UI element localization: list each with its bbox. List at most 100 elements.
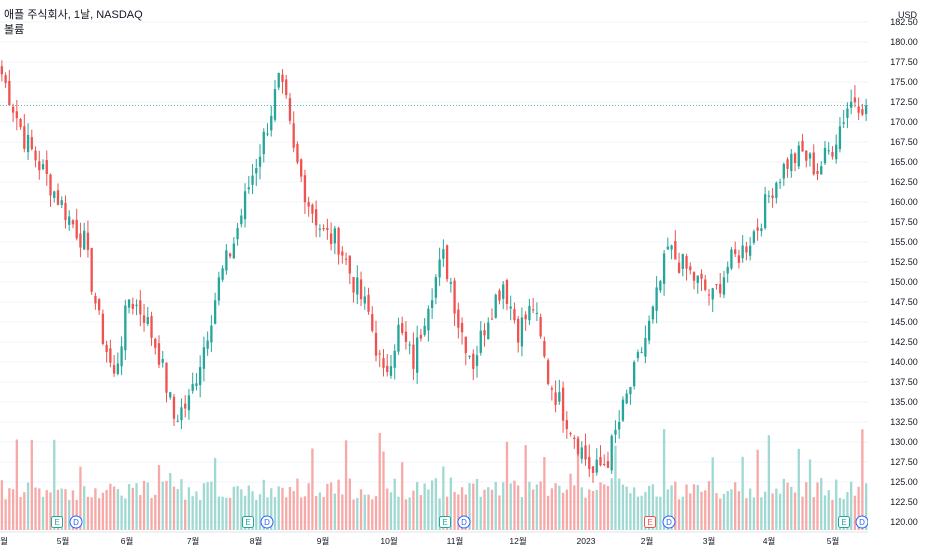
candle-body bbox=[838, 126, 842, 150]
candle-body bbox=[371, 314, 374, 331]
candle-body bbox=[199, 367, 202, 386]
candle-body bbox=[195, 383, 198, 387]
candle-body bbox=[719, 284, 722, 294]
volume-bar bbox=[629, 493, 632, 530]
candle-body bbox=[636, 352, 640, 359]
volume-bar bbox=[610, 478, 613, 530]
candle-body bbox=[573, 437, 576, 440]
candle-body bbox=[116, 363, 120, 374]
candle-body bbox=[228, 253, 232, 257]
candle-body bbox=[550, 388, 554, 390]
candle-body bbox=[71, 220, 75, 225]
candle-body bbox=[285, 79, 288, 96]
candle-body bbox=[513, 309, 516, 321]
candle-body bbox=[610, 435, 613, 471]
candle-body bbox=[449, 282, 452, 284]
volume-bar bbox=[771, 493, 774, 530]
candle-body bbox=[689, 266, 692, 271]
candle-body bbox=[771, 195, 774, 198]
volume-bar bbox=[621, 484, 625, 530]
y-tick-label: 177.50 bbox=[890, 57, 918, 67]
volume-bar bbox=[715, 493, 718, 530]
volume-bar bbox=[202, 483, 206, 530]
candle-body bbox=[363, 296, 366, 304]
candle-body bbox=[124, 305, 127, 351]
candle-body bbox=[543, 341, 546, 357]
volume-bar bbox=[752, 497, 756, 530]
chart-subtitle: 볼륨 bbox=[4, 24, 25, 36]
candle-body bbox=[827, 150, 830, 152]
candle-body bbox=[453, 280, 456, 314]
candle-body bbox=[808, 153, 812, 159]
candle-body bbox=[172, 396, 176, 419]
y-tick-label: 145.00 bbox=[890, 317, 918, 327]
volume-bar bbox=[558, 485, 561, 530]
volume-bar bbox=[606, 485, 610, 530]
volume-bar bbox=[53, 439, 56, 530]
event-earnings-marker bbox=[644, 516, 656, 528]
candle-body bbox=[696, 275, 699, 284]
volume-bar bbox=[154, 494, 157, 530]
volume-bar bbox=[90, 497, 93, 530]
candle-body bbox=[531, 309, 535, 311]
candle-body bbox=[281, 74, 284, 83]
volume-bar bbox=[614, 445, 617, 530]
candle-body bbox=[292, 123, 295, 148]
event-earnings-marker bbox=[838, 516, 850, 528]
volume-bar bbox=[812, 497, 815, 530]
candle-body bbox=[864, 105, 868, 115]
y-tick-label: 172.50 bbox=[890, 97, 918, 107]
y-tick-label: 140.00 bbox=[890, 357, 918, 367]
volume-bar bbox=[633, 487, 636, 530]
y-tick-label: 175.00 bbox=[890, 77, 918, 87]
volume-bar bbox=[580, 487, 583, 530]
candle-body bbox=[502, 284, 505, 299]
candle-body bbox=[146, 317, 149, 324]
volume-bar bbox=[83, 486, 86, 530]
event-earnings-marker bbox=[439, 516, 451, 528]
volume-bar bbox=[782, 478, 785, 530]
candle-body bbox=[348, 255, 351, 274]
candle-body bbox=[820, 166, 823, 175]
candle-body bbox=[416, 337, 419, 373]
price-axis: 182.50 180.00 177.50 175.00 172.50 170.00 167.… bbox=[868, 0, 932, 550]
candle-body bbox=[191, 384, 194, 391]
volume-bar bbox=[509, 483, 512, 530]
volume-bar bbox=[180, 479, 183, 530]
candle-body bbox=[606, 461, 610, 468]
volume-bar bbox=[68, 499, 71, 530]
candle-body bbox=[490, 318, 494, 320]
volume-bar bbox=[524, 445, 527, 530]
volume-bar bbox=[416, 481, 419, 530]
candle-body bbox=[539, 317, 542, 337]
candle-body bbox=[752, 231, 756, 243]
y-tick-label: 167.50 bbox=[890, 137, 918, 147]
volume-bar bbox=[97, 498, 101, 530]
volume-bar bbox=[430, 480, 434, 530]
candle-body bbox=[382, 358, 385, 368]
volume-bar bbox=[131, 487, 134, 530]
candle-body bbox=[745, 246, 748, 253]
candle-body bbox=[835, 144, 838, 160]
volume-bar bbox=[449, 477, 452, 530]
volume-bar bbox=[674, 481, 677, 530]
volume-bar bbox=[737, 491, 741, 530]
volume-bar bbox=[161, 481, 164, 530]
candle-body bbox=[53, 191, 56, 198]
volume-bar bbox=[210, 481, 213, 530]
candle-body bbox=[397, 324, 400, 352]
candle-body bbox=[408, 344, 411, 346]
candle-body bbox=[546, 360, 550, 384]
volume-bar bbox=[288, 486, 292, 530]
volume-bar bbox=[494, 481, 497, 530]
candle-body bbox=[625, 393, 628, 404]
candle-body bbox=[659, 280, 662, 291]
volume-bar bbox=[595, 489, 598, 530]
candle-body bbox=[243, 191, 247, 220]
candle-body bbox=[726, 266, 729, 274]
volume-bar bbox=[831, 499, 834, 530]
candle-body bbox=[273, 89, 277, 120]
candle-body bbox=[842, 122, 845, 124]
candle-body bbox=[823, 147, 827, 164]
